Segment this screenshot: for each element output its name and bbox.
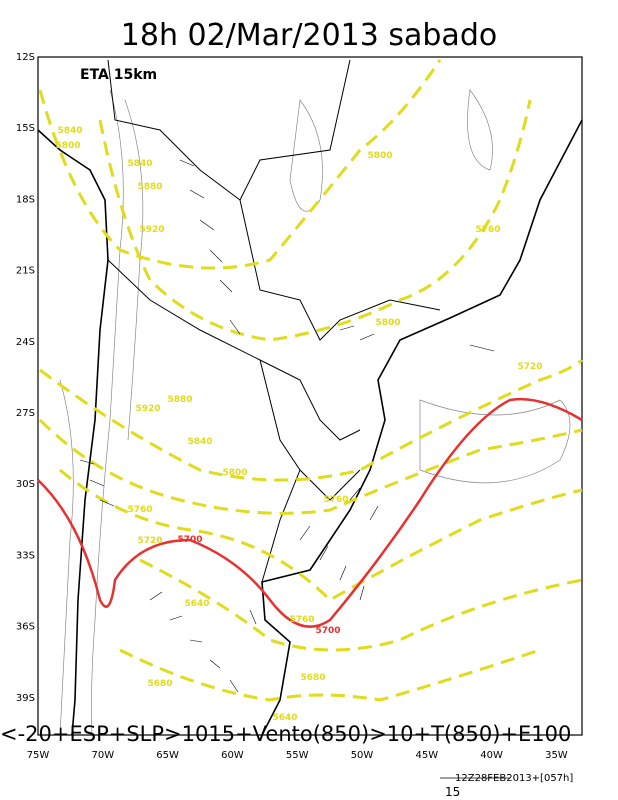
contour-label: 5800 xyxy=(55,141,80,151)
longitude-label: 40W xyxy=(480,750,503,761)
contour-label: 5920 xyxy=(139,225,164,235)
latitude-label: 30S xyxy=(16,479,35,490)
longitude-label: 60W xyxy=(221,750,244,761)
contour-label: 5880 xyxy=(167,395,192,405)
map-frame xyxy=(37,56,583,736)
latitude-label: 24S xyxy=(16,337,35,348)
title: 18h 02/Mar/2013 sabado xyxy=(121,18,497,53)
contour-label: 5680 xyxy=(300,673,325,683)
latitude-label: 39S xyxy=(16,693,35,704)
latitude-label: 12S xyxy=(16,52,35,63)
contour-label: 5640 xyxy=(184,599,209,609)
longitude-label: 50W xyxy=(351,750,374,761)
contour-label: 5880 xyxy=(137,182,162,192)
longitude-label: 75W xyxy=(27,750,50,761)
contour-label: 5840 xyxy=(127,159,152,169)
contour-label: 5700 xyxy=(177,535,202,545)
contour-label: 5640 xyxy=(272,713,297,723)
contour-label: 5800 xyxy=(222,468,247,478)
contour-label: 5800 xyxy=(367,151,392,161)
vector-scale: 15 xyxy=(445,785,460,799)
wind-vectors xyxy=(79,159,495,693)
contour-label: 5920 xyxy=(135,404,160,414)
latitude-label: 33S xyxy=(16,550,35,561)
contour-label: 5680 xyxy=(147,679,172,689)
latitude-labels: 12S 15S 18S 21S 24S 27S 30S 33S 36S 39S xyxy=(16,52,35,704)
contour-label: 5840 xyxy=(57,126,82,136)
contour-label: 5720 xyxy=(137,536,162,546)
latitude-label: 15S xyxy=(16,123,35,134)
borders xyxy=(107,59,441,583)
coastline xyxy=(37,119,583,736)
contour-label: 5760 xyxy=(289,615,314,625)
longitude-label: 65W xyxy=(156,750,179,761)
red-contour xyxy=(37,398,583,628)
longitude-label: 45W xyxy=(415,750,438,761)
contour-label: 5760 xyxy=(475,225,500,235)
contour-labels: 5840 5800 5840 5880 5920 5800 5760 5800 5720 5880… xyxy=(55,126,542,723)
longitude-labels: 75W 70W 65W 60W 55W 50W 45W 40W 35W xyxy=(27,750,568,761)
map-area: 5840 5800 5840 5880 5920 5800 5760 5800 5720 5880… xyxy=(37,56,583,736)
longitude-label: 55W xyxy=(286,750,309,761)
contour-label: 5800 xyxy=(375,318,400,328)
longitude-label: 70W xyxy=(91,750,114,761)
run-label: 12Z28FEB2013+[057h] xyxy=(455,773,573,784)
latitude-label: 36S xyxy=(16,622,35,633)
height-contours xyxy=(38,59,583,702)
latitude-label: 18S xyxy=(16,194,35,205)
contour-label: 5720 xyxy=(517,362,542,372)
contour-label: 5700 xyxy=(315,626,340,636)
latitude-label: 21S xyxy=(16,266,35,277)
contour-label: 5840 xyxy=(187,437,212,447)
model-label: ETA 15km xyxy=(80,67,157,83)
longitude-label: 35W xyxy=(545,750,568,761)
contour-label: 5760 xyxy=(127,505,152,515)
contour-label: 5760 xyxy=(323,495,348,505)
description: <-20+ESP+SLP>1015+Vento(850)>10+T(850)+E… xyxy=(0,722,571,746)
latitude-label: 27S xyxy=(16,408,35,419)
